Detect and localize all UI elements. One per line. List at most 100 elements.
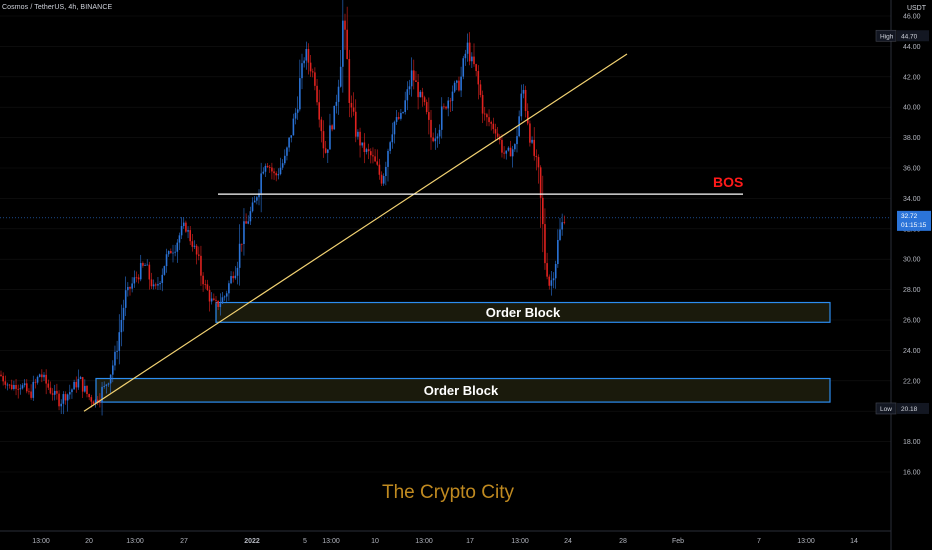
candle-body [161, 274, 164, 283]
price-tick-label: 28.00 [903, 287, 921, 294]
candle-body [486, 114, 488, 118]
candle-body [548, 276, 551, 286]
candle-body [350, 102, 353, 108]
candle-body [539, 167, 542, 198]
candle-body [6, 384, 9, 386]
candle-body [359, 131, 361, 146]
candle-body [421, 91, 424, 98]
candle-body [516, 136, 518, 145]
candle-body [15, 384, 17, 389]
candle-body [284, 155, 286, 164]
chart-title: Cosmos / TetherUS, 4h, BINANCE [2, 4, 113, 11]
candle-body [372, 155, 374, 157]
time-tick-label: 20 [85, 538, 93, 545]
price-tick-label: 44.00 [903, 44, 921, 51]
candle-body [322, 131, 325, 149]
candle-body [176, 242, 179, 252]
time-tick-label: Feb [672, 538, 684, 545]
candle-body [49, 387, 52, 394]
candle-body [135, 277, 138, 279]
candle-body [277, 174, 280, 176]
candle-body [238, 243, 241, 268]
candle-body [307, 48, 310, 63]
candle-body [410, 70, 413, 87]
candle-body [296, 109, 299, 113]
candle-body [557, 239, 559, 265]
candle-body [64, 394, 67, 401]
last-price-value: 32.72 [901, 213, 918, 220]
candle-body [535, 155, 538, 158]
candle-body [75, 381, 78, 388]
candle-body [204, 284, 207, 286]
candle-body [195, 245, 198, 255]
candle-body [546, 263, 548, 277]
time-axis[interactable]: 13:00 20 13:00 27 2022 5 13:00 10 13:00 17 13:00 24… [32, 538, 858, 545]
time-tick-label: 27 [180, 538, 188, 545]
candle-body [180, 226, 183, 236]
candle-body [408, 86, 411, 90]
candle-body [370, 151, 372, 156]
candle-body [90, 397, 93, 402]
trendline[interactable] [83, 53, 628, 412]
candle-body [47, 383, 50, 388]
candle-body [13, 384, 15, 390]
candle-body [215, 299, 217, 301]
candle-body [378, 164, 381, 175]
candle-body [352, 107, 355, 112]
candle-body [167, 251, 170, 255]
candle-body [305, 48, 308, 61]
candle-body [4, 381, 7, 385]
candle-body [28, 391, 30, 393]
price-tick-label: 36.00 [903, 166, 921, 173]
candle-body [19, 388, 22, 390]
candle-body [494, 129, 497, 134]
candle-body [191, 241, 194, 247]
candle-body [202, 275, 204, 285]
candle-body [406, 89, 409, 101]
candle-body [193, 245, 196, 247]
candle-body [34, 381, 37, 383]
candle-body [217, 300, 219, 307]
candle-body [2, 376, 4, 382]
candle-body [213, 298, 215, 300]
candle-body [260, 173, 262, 194]
candle-body [397, 117, 400, 119]
candle-body [299, 78, 301, 110]
candle-body [520, 93, 523, 117]
candle-body [17, 388, 19, 390]
candle-body [60, 403, 62, 407]
candle-body [425, 102, 428, 113]
candle-body [86, 385, 88, 395]
candle-body [251, 202, 254, 212]
candle-body [453, 82, 456, 92]
candle-body [365, 149, 368, 153]
candle-body [258, 193, 260, 198]
candle-body [101, 386, 103, 403]
candle-body [56, 390, 58, 394]
time-tick-label: 24 [564, 538, 572, 545]
candle-body [413, 70, 415, 81]
candle-body [84, 385, 86, 392]
price-tick-label: 30.00 [903, 257, 921, 264]
candle-body [518, 116, 520, 137]
candle-body [524, 89, 527, 112]
price-tick-label: 38.00 [903, 135, 921, 142]
candle-body [146, 264, 148, 266]
candle-body [434, 138, 437, 142]
candle-body [301, 63, 303, 79]
time-tick-label: 10 [371, 538, 379, 545]
candle-body [290, 135, 293, 138]
candle-body [563, 222, 566, 224]
candle-body [477, 71, 480, 85]
candle-body [537, 157, 540, 168]
time-tick-label: 13:00 [511, 538, 529, 545]
grid [0, 15, 891, 473]
candle-body [219, 303, 222, 307]
candle-body [112, 365, 114, 375]
candle-body [174, 251, 176, 253]
candle-body [107, 383, 110, 385]
candle-body [309, 62, 312, 72]
candle-body [88, 394, 90, 398]
candle-body [327, 149, 329, 153]
